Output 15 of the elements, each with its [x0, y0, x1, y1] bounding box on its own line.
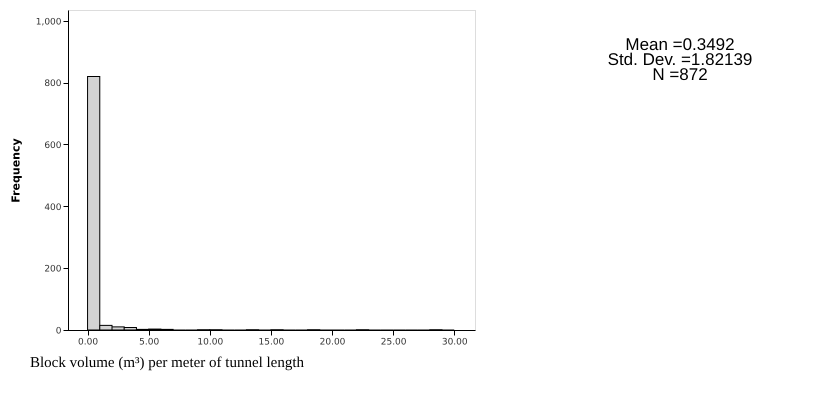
x-tick-label: 25.00 — [380, 338, 407, 348]
x-tick-label: 20.00 — [320, 338, 346, 348]
x-tick-label: 15.00 — [258, 338, 285, 348]
x-tick-label: 30.00 — [442, 338, 468, 348]
y-tick-label: 0 — [56, 326, 62, 336]
y-axis-title: Frequency — [10, 138, 23, 203]
y-tick-label: 600 — [44, 140, 62, 151]
y-tick-label: 800 — [44, 79, 62, 90]
y-tick-label: 400 — [44, 202, 62, 213]
x-tick-label: 10.00 — [197, 338, 224, 348]
y-tick-label: 200 — [44, 264, 62, 275]
x-axis-title: Block volume (m³) per meter of tunnel length — [30, 355, 305, 371]
x-tick-label: 5.00 — [139, 338, 160, 348]
y-tick-label: 1,000 — [36, 17, 62, 28]
x-tick-label: 0.00 — [78, 338, 98, 348]
